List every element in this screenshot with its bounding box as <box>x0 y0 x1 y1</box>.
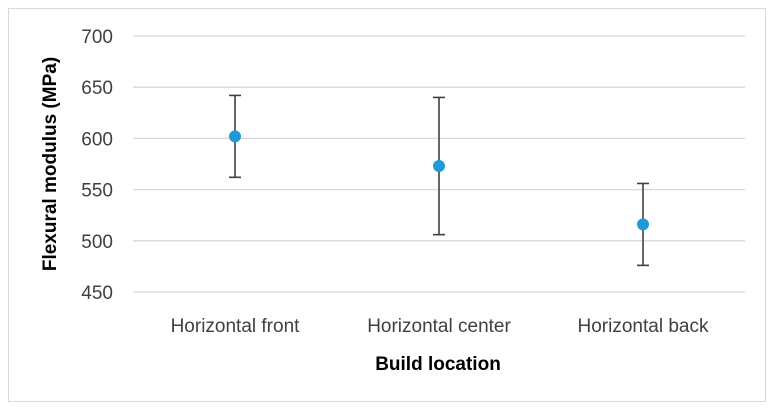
y-tick-label: 450 <box>81 283 113 304</box>
x-tick-label: Horizontal center <box>367 316 511 337</box>
data-points <box>229 130 649 231</box>
x-tick-labels: Horizontal front Horizontal center Horizon… <box>171 316 709 337</box>
y-tick-label: 600 <box>81 129 113 150</box>
y-tick-labels: 450 500 550 600 650 700 <box>81 27 113 304</box>
data-point <box>229 130 241 143</box>
x-axis-title: Build location <box>375 354 501 375</box>
x-tick-label: Horizontal back <box>578 316 709 337</box>
y-tick-label: 700 <box>81 27 113 48</box>
y-tick-label: 550 <box>81 181 113 202</box>
data-point <box>433 160 445 173</box>
y-tick-label: 500 <box>81 232 113 253</box>
error-bars <box>229 94 649 267</box>
data-point <box>637 218 649 231</box>
y-tick-label: 650 <box>81 78 113 99</box>
chart-frame <box>8 8 766 402</box>
x-tick-label: Horizontal front <box>171 316 301 337</box>
y-axis-title: Flexural modulus (MPa) <box>40 57 61 271</box>
